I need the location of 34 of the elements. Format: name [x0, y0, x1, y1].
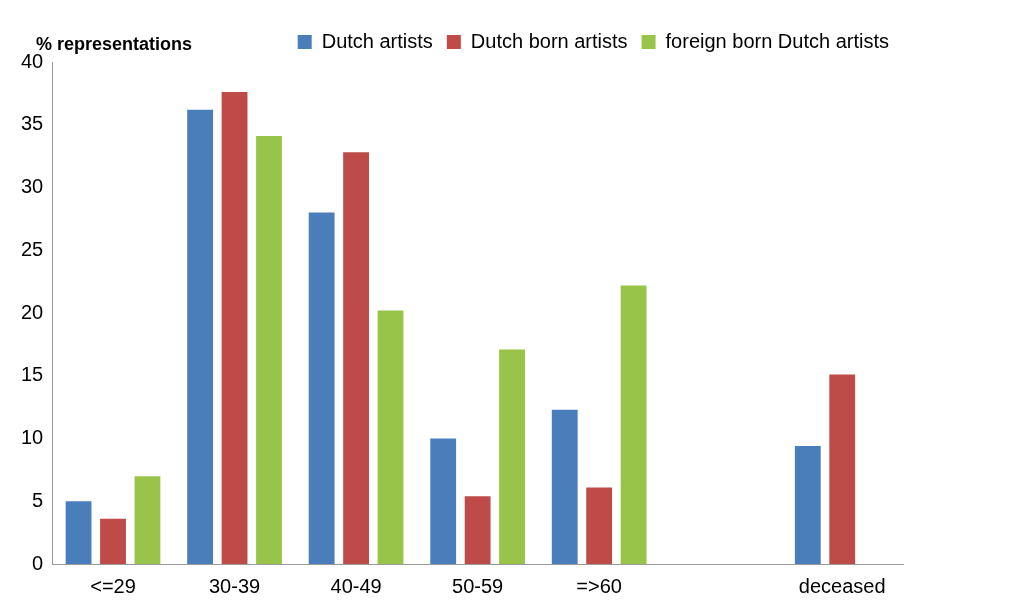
- bar: [343, 152, 369, 564]
- bar: [65, 501, 92, 564]
- x-tick-label: =>60: [576, 574, 622, 597]
- x-tick-label: 30-39: [208, 574, 261, 597]
- bar: [464, 496, 491, 564]
- y-tick-label: 10: [21, 426, 44, 449]
- bar: [586, 487, 613, 564]
- y-tick-label: 0: [32, 551, 44, 574]
- x-tick-label: 50-59: [452, 574, 504, 597]
- bar: [134, 476, 161, 564]
- bar: [377, 310, 404, 564]
- y-tick-label: 30: [21, 175, 44, 198]
- bar: [308, 212, 335, 564]
- bar: [620, 285, 647, 564]
- y-tick-label: 15: [21, 363, 44, 386]
- x-tick-label: deceased: [798, 574, 886, 597]
- x-tick-label: 40-49: [330, 574, 382, 597]
- x-tick-label: <=29: [90, 574, 136, 597]
- bar: [221, 92, 248, 564]
- y-tick-label: 5: [32, 488, 44, 511]
- y-tick-label: 20: [21, 300, 44, 323]
- legend-label: Dutch born artists: [470, 29, 628, 52]
- bar: [100, 518, 126, 564]
- bar: [256, 136, 282, 564]
- y-tick-label: 35: [21, 112, 44, 135]
- y-tick-label: 25: [21, 237, 44, 260]
- legend-label: foreign born Dutch artists: [665, 29, 889, 52]
- bar: [551, 409, 578, 564]
- bar: [829, 374, 856, 564]
- bar: [430, 438, 457, 564]
- bar: [187, 109, 214, 564]
- legend-label: Dutch artists: [321, 29, 433, 52]
- bar: [499, 349, 525, 564]
- bar: [794, 446, 821, 564]
